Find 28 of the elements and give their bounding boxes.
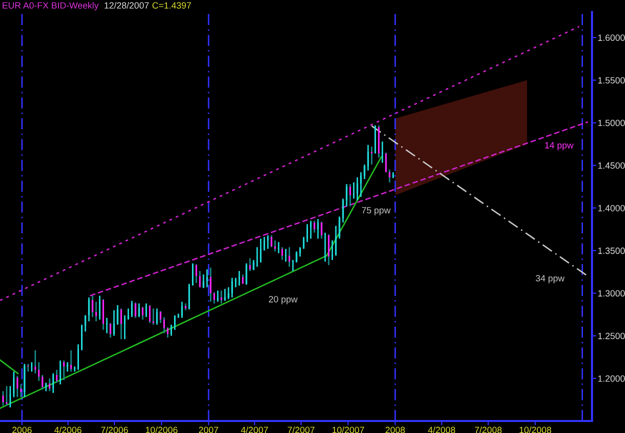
chart-subtitle: 12/28/2007	[104, 2, 149, 9]
y-tick-label: 1.4000	[598, 204, 625, 212]
chart-title: EUR A0-FX BID-Weekly	[2, 2, 99, 10]
x-tick-label: 7/2007	[288, 426, 314, 433]
x-tick-label: 2006	[12, 426, 32, 433]
y-tick-label: 1.3500	[598, 248, 625, 254]
annotation: 75 ppw	[362, 207, 391, 216]
x-tick-label: 4/2006	[54, 426, 82, 433]
x-tick-label: 10/2007	[332, 426, 364, 433]
text: C=1.4397	[152, 2, 191, 9]
x-tick-label: 4/2008	[428, 426, 456, 433]
x-tick-label: 10/2006	[146, 426, 178, 433]
x-tick-label: 7/2006	[101, 426, 128, 433]
y-tick-label: 1.5000	[598, 120, 625, 126]
y-tick-label: 1.4500	[598, 162, 625, 169]
y-tick-label: 1.3000	[598, 290, 625, 297]
x-tick-label: 2008	[386, 426, 405, 433]
annotation: 14 ppw	[545, 142, 574, 150]
y-tick-label: 1.6000	[598, 34, 625, 41]
annotation: 34 ppw	[536, 275, 565, 284]
y-tick-label: 1.2500	[598, 332, 625, 340]
y-tick-label: 1.5500	[598, 77, 625, 84]
y-tick-label: 1.2000	[598, 375, 625, 382]
x-tick-label: 2007	[198, 426, 218, 433]
annotation: 20 ppw	[268, 296, 298, 304]
x-tick-label: 4/2007	[240, 426, 268, 433]
x-tick-label: 10/2008	[520, 426, 552, 433]
x-tick-label: 7/2008	[474, 426, 502, 433]
